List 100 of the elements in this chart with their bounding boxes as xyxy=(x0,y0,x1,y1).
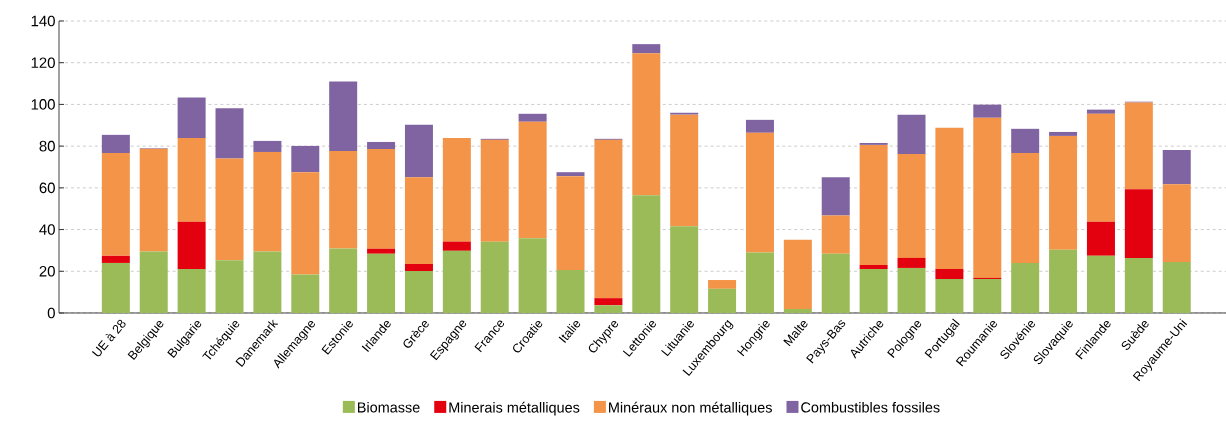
bar xyxy=(1086,221,1115,256)
bar xyxy=(329,150,358,249)
bar xyxy=(1011,153,1040,263)
bar xyxy=(783,239,812,310)
bar xyxy=(745,119,774,133)
bar xyxy=(859,144,888,266)
y-tick-label: 80 xyxy=(39,140,55,152)
bar xyxy=(632,53,661,196)
bar xyxy=(708,280,737,289)
bar xyxy=(935,278,964,313)
bar xyxy=(708,288,737,313)
bar xyxy=(367,141,396,150)
bar xyxy=(670,114,699,227)
bar xyxy=(442,137,471,242)
bar xyxy=(1011,262,1040,313)
bar xyxy=(404,124,433,178)
bar xyxy=(821,215,850,254)
legend-label: Combustibles fossiles xyxy=(801,401,940,413)
x-tick-label: UE à 28 xyxy=(91,319,126,357)
bar xyxy=(821,177,850,216)
bar xyxy=(670,226,699,313)
bar xyxy=(745,252,774,313)
bar xyxy=(101,255,130,263)
bar xyxy=(821,253,850,313)
bar xyxy=(367,248,396,254)
bar xyxy=(1162,150,1191,185)
bar xyxy=(1124,189,1153,258)
bar xyxy=(1011,128,1040,154)
bar xyxy=(859,268,888,313)
y-tick-label: 20 xyxy=(39,265,55,277)
bar xyxy=(859,265,888,269)
bar xyxy=(556,176,585,271)
bar xyxy=(973,104,1002,118)
bar xyxy=(101,153,130,256)
legend-label: Minerais métalliques xyxy=(449,401,580,416)
bar xyxy=(1049,249,1078,313)
bar xyxy=(253,251,282,313)
bar xyxy=(139,148,168,252)
bar xyxy=(404,177,433,264)
bar xyxy=(783,309,812,313)
bar xyxy=(177,221,206,269)
legend-label: Biomasse xyxy=(358,401,420,413)
bar xyxy=(897,267,926,313)
bar xyxy=(367,149,396,249)
bar xyxy=(556,270,585,313)
bar xyxy=(215,260,244,313)
y-tick-label: 140 xyxy=(31,15,55,27)
bar xyxy=(1124,257,1153,313)
bar xyxy=(632,195,661,313)
bar xyxy=(1124,102,1153,190)
y-tick-label: 0 xyxy=(47,307,55,319)
bar xyxy=(101,134,130,154)
bar xyxy=(177,137,206,222)
bar xyxy=(1086,255,1115,313)
legend-label: Minéraux non métalliques xyxy=(609,401,772,416)
bar xyxy=(101,262,130,313)
y-tick-label: 60 xyxy=(39,182,55,194)
bar xyxy=(329,248,358,313)
bar xyxy=(518,238,547,313)
bar xyxy=(594,305,623,313)
bar xyxy=(291,172,320,275)
bar xyxy=(253,140,282,152)
bar xyxy=(897,257,926,268)
bar xyxy=(442,241,471,251)
bar xyxy=(1086,109,1115,114)
bar xyxy=(404,263,433,272)
bar xyxy=(973,278,1002,313)
bar xyxy=(404,271,433,313)
bar xyxy=(556,172,585,177)
bar xyxy=(897,154,926,258)
bar xyxy=(215,108,244,159)
bar xyxy=(1049,131,1078,136)
bar xyxy=(745,132,774,253)
y-tick-label: 40 xyxy=(39,224,55,235)
bar xyxy=(215,158,244,261)
bar xyxy=(594,298,623,306)
y-tick-label: 100 xyxy=(31,99,55,110)
bar xyxy=(367,253,396,313)
bar xyxy=(1049,135,1078,250)
bar xyxy=(139,251,168,313)
bar xyxy=(442,250,471,313)
bar xyxy=(897,114,926,155)
bar xyxy=(935,127,964,269)
bar xyxy=(518,113,547,122)
bar xyxy=(253,151,282,252)
bar xyxy=(1162,261,1191,313)
y-tick-label: 120 xyxy=(31,57,55,68)
bar xyxy=(177,97,206,138)
bar xyxy=(1162,184,1191,262)
bar xyxy=(291,274,320,313)
bar xyxy=(632,44,661,54)
bar xyxy=(594,139,623,299)
bar xyxy=(973,117,1002,278)
bar xyxy=(480,241,509,313)
bar xyxy=(935,268,964,279)
bar xyxy=(480,139,509,242)
bar xyxy=(291,145,320,173)
bar xyxy=(177,268,206,313)
bar xyxy=(329,81,358,151)
bar xyxy=(1086,113,1115,222)
